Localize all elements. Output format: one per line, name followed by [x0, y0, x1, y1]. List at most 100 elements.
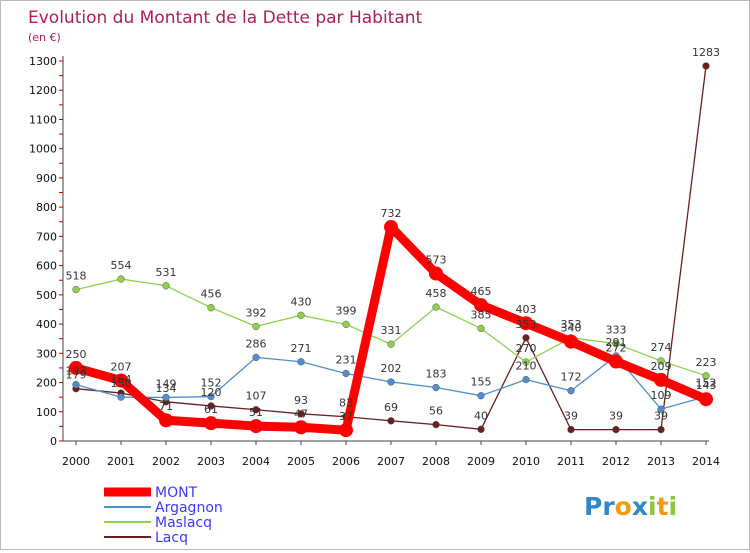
- data-label: 554: [111, 259, 132, 272]
- data-point: [297, 358, 305, 366]
- data-point: [519, 316, 533, 331]
- data-label: 231: [336, 353, 357, 366]
- data-point: [477, 324, 485, 333]
- data-label: 183: [426, 368, 447, 381]
- data-point: [117, 393, 125, 401]
- chart-title: Evolution du Montant de la Dette par Hab…: [28, 8, 423, 28]
- data-label: 152: [201, 377, 222, 390]
- data-point: [342, 320, 350, 329]
- logo-letter: i: [648, 492, 657, 521]
- data-point: [69, 360, 83, 375]
- legend-label: Maslacq: [155, 515, 212, 531]
- data-label: 40: [474, 409, 488, 422]
- data-label: 202: [381, 362, 402, 375]
- data-point: [657, 357, 665, 365]
- data-point: [477, 392, 485, 400]
- y-tick-label: 300: [36, 347, 57, 360]
- data-label: 39: [609, 410, 623, 423]
- data-point: [612, 425, 620, 434]
- data-label: 340: [561, 322, 582, 335]
- legend-item-lacq: Lacq: [104, 530, 188, 546]
- data-label: 210: [516, 360, 537, 373]
- data-label: 274: [651, 341, 672, 354]
- data-label: 465: [471, 285, 492, 298]
- data-point: [654, 372, 668, 387]
- chart-subtitle: (en €): [28, 31, 61, 44]
- data-label: 399: [336, 304, 357, 317]
- data-point: [567, 387, 575, 395]
- x-tick-label: 2007: [377, 455, 405, 468]
- proxiti-logo: Proxiti: [584, 492, 677, 521]
- data-point: [657, 425, 665, 434]
- y-tick-label: 500: [36, 289, 57, 302]
- series-argagnon: [72, 352, 710, 413]
- data-label: 403: [516, 303, 537, 316]
- data-point: [207, 392, 215, 401]
- data-labels-layer: 250 207 71 61 51 47 37 732 573 465 403 340 272 209 143…: [66, 46, 721, 423]
- data-point: [387, 340, 395, 348]
- data-label: 1283: [692, 46, 720, 59]
- y-tick-label: 1300: [29, 55, 57, 68]
- data-label: 179: [66, 369, 87, 382]
- data-point: [249, 419, 263, 434]
- data-point: [702, 62, 710, 70]
- data-label: 353: [516, 318, 537, 331]
- data-point: [252, 322, 260, 331]
- data-label: 143: [696, 379, 717, 392]
- data-point: [162, 282, 170, 290]
- data-point: [432, 420, 440, 429]
- data-label: 61: [204, 403, 218, 416]
- y-tick-label: 1200: [29, 84, 57, 97]
- data-label: 333: [606, 324, 627, 337]
- data-point: [384, 220, 398, 235]
- data-point: [117, 275, 125, 283]
- data-point: [297, 311, 305, 319]
- data-point: [522, 334, 530, 342]
- data-point: [162, 393, 170, 402]
- data-label: 286: [246, 337, 267, 350]
- data-point: [204, 416, 218, 431]
- y-tick-label: 700: [36, 230, 57, 243]
- x-tick-label: 2004: [242, 455, 270, 468]
- x-tick-label: 2006: [332, 455, 360, 468]
- data-point: [207, 304, 215, 312]
- data-point: [432, 383, 440, 392]
- data-label: 109: [651, 389, 672, 402]
- data-label: 56: [429, 405, 443, 418]
- x-tick-label: 2008: [422, 455, 450, 468]
- data-label: 193: [66, 365, 87, 378]
- data-label: 209: [651, 360, 672, 373]
- y-tick-label: 1100: [29, 113, 57, 126]
- y-tick-label: 200: [36, 377, 57, 390]
- data-label: 155: [471, 376, 492, 389]
- data-label: 51: [249, 406, 263, 419]
- data-label: 164: [111, 373, 132, 386]
- logo-letter: o: [615, 492, 632, 521]
- data-label: 458: [426, 287, 447, 300]
- data-label: 271: [291, 342, 312, 355]
- data-point: [297, 410, 305, 418]
- data-point: [474, 298, 488, 313]
- x-tick-label: 2002: [152, 455, 180, 468]
- x-tick-label: 2003: [197, 455, 225, 468]
- data-label: 385: [471, 308, 492, 321]
- data-label: 518: [66, 270, 87, 283]
- data-label: 172: [561, 371, 582, 384]
- y-tick-label: 900: [36, 172, 57, 185]
- data-point: [522, 375, 530, 384]
- data-label: 272: [606, 341, 627, 354]
- data-label: 107: [246, 390, 267, 403]
- data-label: 47: [294, 407, 308, 420]
- data-point: [702, 372, 710, 380]
- logo-letter: x: [632, 492, 648, 521]
- x-tick-label: 2013: [647, 455, 675, 468]
- data-label: 331: [381, 324, 402, 337]
- data-label: 152: [696, 377, 717, 390]
- legend-label: Argagnon: [155, 500, 223, 516]
- x-tick-label: 2000: [62, 455, 90, 468]
- series-lacq: [72, 62, 710, 434]
- data-point: [252, 406, 260, 414]
